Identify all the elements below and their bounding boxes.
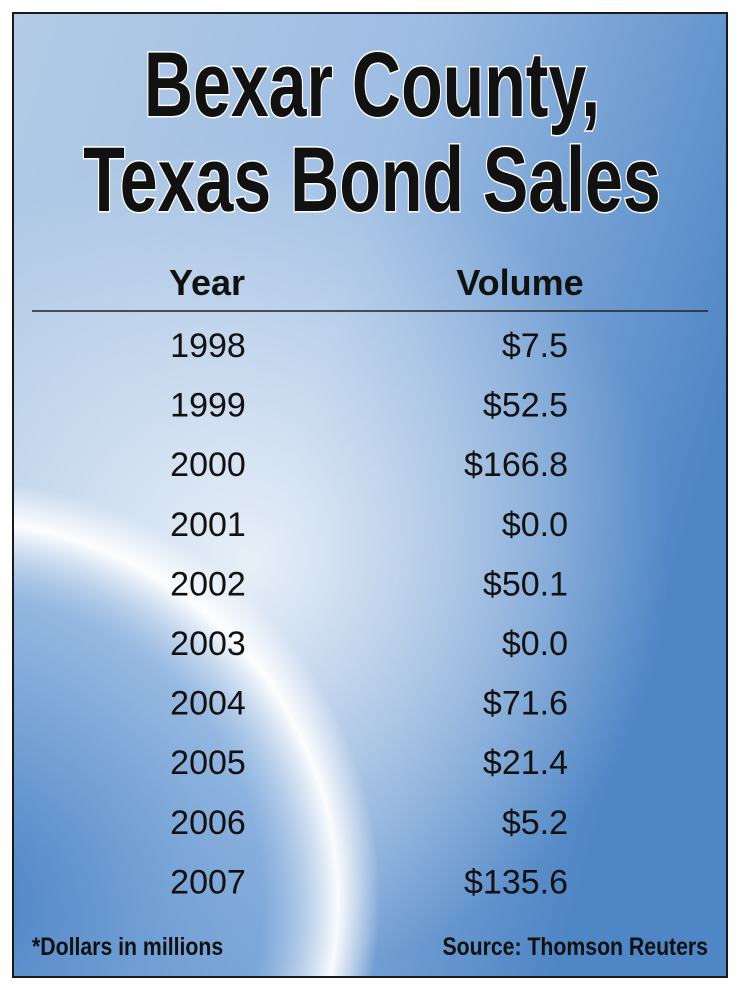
year-cell: 2006 — [170, 804, 246, 842]
frame — [12, 12, 728, 978]
volume-cell: $5.2 — [502, 804, 568, 842]
year-cell: 2007 — [170, 863, 246, 901]
year-cell: 1999 — [170, 387, 246, 425]
background — [13, 13, 727, 977]
volume-cell: $166.8 — [464, 446, 568, 484]
volume-cell: $52.5 — [483, 387, 568, 425]
year-cell: 2001 — [170, 506, 246, 544]
year-cell: 1998 — [170, 327, 246, 365]
year-cell: 2003 — [170, 625, 246, 663]
content: Bexar County,Texas Bond Sales Year Volume 1… — [32, 33, 708, 961]
footnote: *Dollars in millions — [32, 932, 223, 960]
source: Source: Thomson Reuters — [442, 932, 708, 960]
year-cell: 2004 — [170, 685, 246, 723]
volume-cell: $0.0 — [502, 506, 568, 544]
year-cell: 2000 — [170, 446, 246, 484]
volume-cell: $50.1 — [483, 565, 568, 603]
volume-cell: $21.4 — [483, 744, 568, 782]
volume-cell: $135.6 — [464, 863, 568, 901]
column-header: Year — [169, 262, 245, 303]
title-line: Texas Bond Sales — [83, 129, 660, 231]
volume-cell: $0.0 — [502, 625, 568, 663]
title-line: Bexar County, — [144, 34, 600, 136]
volume-cell: $71.6 — [483, 685, 568, 723]
column-header: Volume — [456, 262, 583, 303]
year-cell: 2005 — [170, 744, 246, 782]
year-cell: 2002 — [170, 565, 246, 603]
volume-cell: $7.5 — [502, 327, 568, 365]
